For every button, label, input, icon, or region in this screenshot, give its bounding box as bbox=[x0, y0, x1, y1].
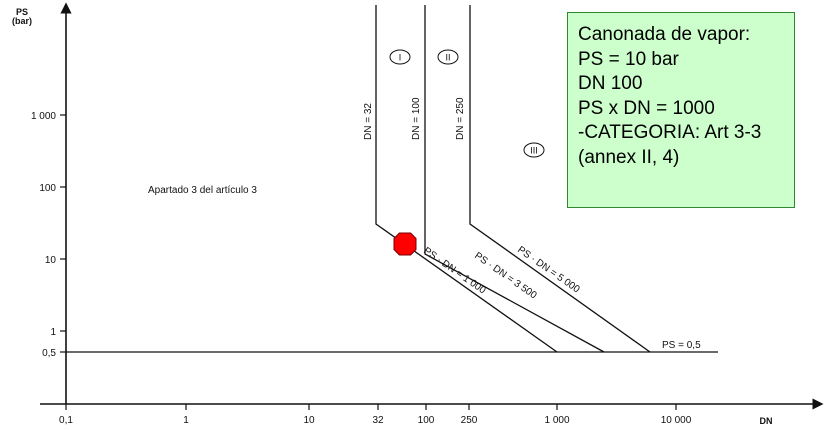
zone-1-label: I bbox=[399, 53, 402, 63]
note-line: PS x DN = 1000 bbox=[578, 97, 715, 119]
design-point-marker bbox=[393, 232, 417, 256]
zone-1-marker: I bbox=[389, 49, 411, 65]
ps-0-5-label: PS = 0,5 bbox=[662, 340, 701, 351]
note-line: Canonada de vapor: bbox=[578, 24, 751, 45]
x-tick-label-100: 100 bbox=[418, 415, 435, 426]
region-label-article-3-3: Apartado 3 del artículo 3 bbox=[148, 185, 257, 196]
x-tick-label-10000: 10 000 bbox=[661, 415, 692, 426]
x-tick-label-1000: 1 000 bbox=[544, 415, 569, 426]
x-tick-label-32: 32 bbox=[372, 415, 384, 426]
dn32-boundary-curve bbox=[375, 5, 558, 353]
dn100-boundary-curve bbox=[424, 5, 605, 353]
note-line: (annex II, 4) bbox=[578, 146, 680, 168]
y-tick-label-0-5: 0,5 bbox=[42, 348, 56, 359]
zone-2-marker: II bbox=[437, 49, 459, 65]
x-tick-label-10: 10 bbox=[303, 415, 315, 426]
y-axis-unit: (bar) bbox=[12, 16, 32, 26]
y-tick-label-10: 10 bbox=[45, 255, 57, 266]
note-box: Canonada de vapor: PS = 10 bar DN 100 PS… bbox=[567, 12, 795, 208]
note-line: -CATEGORIA: Art 3-3 bbox=[578, 122, 762, 143]
y-tick-label-1: 1 bbox=[50, 327, 56, 338]
x-ticks bbox=[65, 404, 677, 410]
dn32-label: DN = 32 bbox=[363, 103, 374, 140]
zone-3-label: III bbox=[530, 146, 538, 156]
x-tick-label-1: 1 bbox=[183, 415, 189, 426]
y-tick-label-100: 100 bbox=[39, 183, 56, 194]
x-tick-label-250: 250 bbox=[461, 415, 478, 426]
y-axis-title: PS bbox=[16, 7, 28, 17]
zone-2-label: II bbox=[445, 53, 450, 63]
note-line: PS = 10 bar bbox=[578, 48, 679, 70]
zone-3-marker: III bbox=[523, 142, 545, 158]
dn250-label: DN = 250 bbox=[455, 97, 466, 140]
y-tick-label-1000: 1 000 bbox=[31, 111, 56, 122]
x-axis-title: DN bbox=[760, 416, 773, 426]
x-tick-label-0-1: 0,1 bbox=[59, 415, 73, 426]
y-ticks bbox=[60, 114, 66, 353]
dn100-label: DN = 100 bbox=[411, 97, 422, 140]
dn250-boundary-curve bbox=[469, 5, 651, 353]
note-line: DN 100 bbox=[578, 73, 643, 94]
